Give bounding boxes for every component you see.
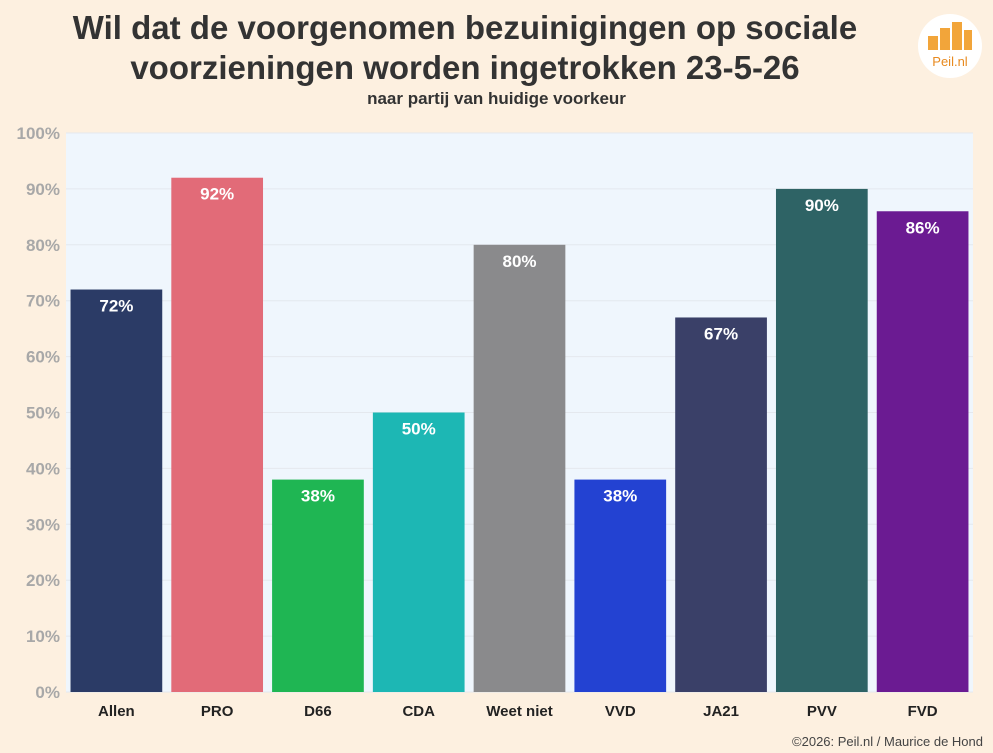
y-tick-label: 60% — [26, 348, 60, 367]
x-tick-label: Allen — [98, 703, 135, 720]
y-tick-label: 30% — [26, 515, 60, 534]
data-label: 38% — [603, 487, 637, 506]
y-tick-label: 70% — [26, 292, 60, 311]
x-tick-label: FVD — [908, 703, 938, 720]
data-label: 50% — [402, 420, 436, 439]
bar — [372, 412, 465, 692]
y-tick-label: 0% — [35, 683, 60, 702]
y-tick-label: 50% — [26, 404, 60, 423]
bar — [876, 211, 969, 692]
bar — [70, 289, 163, 692]
y-tick-label: 40% — [26, 459, 60, 478]
y-tick-label: 100% — [17, 124, 60, 143]
y-tick-label: 90% — [26, 180, 60, 199]
peil-logo: Peil.nl — [918, 14, 982, 78]
x-tick-label: PRO — [201, 703, 234, 720]
data-label: 92% — [200, 185, 234, 204]
data-label: 80% — [502, 252, 536, 271]
y-tick-label: 10% — [26, 627, 60, 646]
data-label: 90% — [805, 196, 839, 215]
x-tick-label: CDA — [402, 703, 435, 720]
x-tick-label: Weet niet — [486, 703, 552, 720]
y-tick-label: 20% — [26, 571, 60, 590]
logo-text: Peil.nl — [932, 54, 968, 69]
bar — [775, 188, 868, 692]
data-label: 67% — [704, 324, 738, 343]
bar — [272, 479, 364, 692]
y-tick-label: 80% — [26, 236, 60, 255]
bar — [473, 244, 566, 693]
chart-title: Wil dat de voorgenomen bezuinigingen op … — [72, 9, 858, 86]
x-tick-label: D66 — [304, 703, 332, 720]
bar — [675, 317, 767, 692]
x-tick-label: VVD — [605, 703, 636, 720]
chart-subtitle: naar partij van huidige voorkeur — [367, 89, 626, 108]
x-tick-label: JA21 — [703, 703, 739, 720]
bar — [574, 479, 667, 692]
bar — [171, 177, 264, 693]
data-label: 72% — [99, 297, 133, 316]
data-label: 38% — [301, 487, 335, 506]
x-tick-label: PVV — [807, 703, 837, 720]
data-label: 86% — [906, 218, 940, 237]
copyright-footer: ©2026: Peil.nl / Maurice de Hond — [792, 734, 983, 749]
